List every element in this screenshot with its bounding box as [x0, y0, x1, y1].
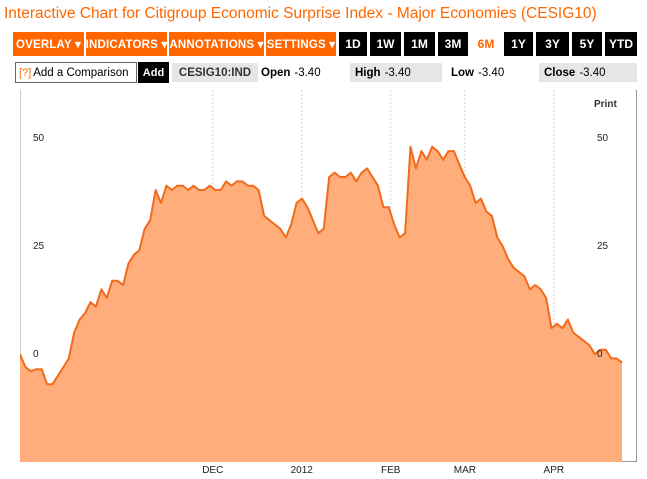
range-1y-button[interactable]: 1Y	[504, 32, 533, 56]
range-6m-button[interactable]: 6M	[471, 32, 501, 56]
ticker-symbol: CESIG10:IND	[172, 63, 258, 82]
range-1d-button[interactable]: 1D	[339, 32, 367, 56]
range-5y-button[interactable]: 5Y	[572, 32, 602, 56]
range-ytd-button[interactable]: YTD	[605, 32, 637, 56]
chart-title: Interactive Chart for Citigroup Economic…	[4, 5, 597, 22]
low-value: -3.40	[478, 66, 505, 79]
indicators-menu-button[interactable]: INDICATORS ▾	[86, 32, 167, 56]
series-line	[20, 145, 623, 386]
range-3m-button[interactable]: 3M	[438, 32, 468, 56]
price-chart: 50 50 25 25 0 0 DEC 2012 FEB MAR APR	[20, 90, 637, 476]
y-tick-label-left-25: 25	[33, 241, 45, 252]
close-value: -3.40	[579, 66, 606, 79]
series-area	[20, 146, 622, 463]
high-stat: High -3.40	[350, 63, 442, 82]
chart-toolbar: OVERLAY ▾ INDICATORS ▾ ANNOTATIONS ▾ SET…	[13, 32, 637, 56]
quote-bar: [?] Add a Comparison Add CESIG10:IND Ope…	[13, 62, 637, 83]
low-stat: Low -3.40	[446, 63, 538, 82]
low-label: Low	[451, 66, 474, 79]
y-tick-label-right-50: 50	[597, 133, 609, 144]
overlay-menu-button[interactable]: OVERLAY ▾	[13, 32, 84, 56]
high-value: -3.40	[384, 66, 411, 79]
high-label: High	[355, 66, 381, 79]
y-tick-label-right-0: 0	[597, 349, 603, 360]
settings-menu-button[interactable]: SETTINGS ▾	[266, 32, 336, 56]
help-icon: [?]	[19, 66, 32, 79]
open-value: -3.40	[294, 66, 321, 79]
close-stat: Close -3.40	[539, 63, 637, 82]
x-tick-label-2012: 2012	[291, 465, 314, 476]
add-comparison-label: Add a Comparison	[33, 66, 129, 79]
open-stat: Open -3.40	[256, 63, 348, 82]
chart-canvas: 50 50 25 25 0 0 DEC 2012 FEB MAR APR	[20, 90, 637, 476]
range-1m-button[interactable]: 1M	[404, 32, 435, 56]
open-label: Open	[261, 66, 291, 79]
x-tick-label-mar: MAR	[454, 465, 476, 476]
x-tick-label-dec: DEC	[202, 465, 223, 476]
y-tick-label-left-50: 50	[33, 133, 45, 144]
range-3y-button[interactable]: 3Y	[536, 32, 569, 56]
close-label: Close	[544, 66, 576, 79]
x-tick-label-apr: APR	[544, 465, 565, 476]
y-tick-label-left-0: 0	[33, 349, 39, 360]
print-link[interactable]: Print	[594, 99, 617, 110]
y-tick-label-right-25: 25	[597, 241, 609, 252]
x-tick-label-feb: FEB	[381, 465, 401, 476]
range-1w-button[interactable]: 1W	[370, 32, 401, 56]
annotations-menu-button[interactable]: ANNOTATIONS ▾	[169, 32, 264, 56]
add-comparison-button[interactable]: Add	[138, 62, 169, 83]
add-comparison-field[interactable]: [?] Add a Comparison	[15, 62, 137, 83]
